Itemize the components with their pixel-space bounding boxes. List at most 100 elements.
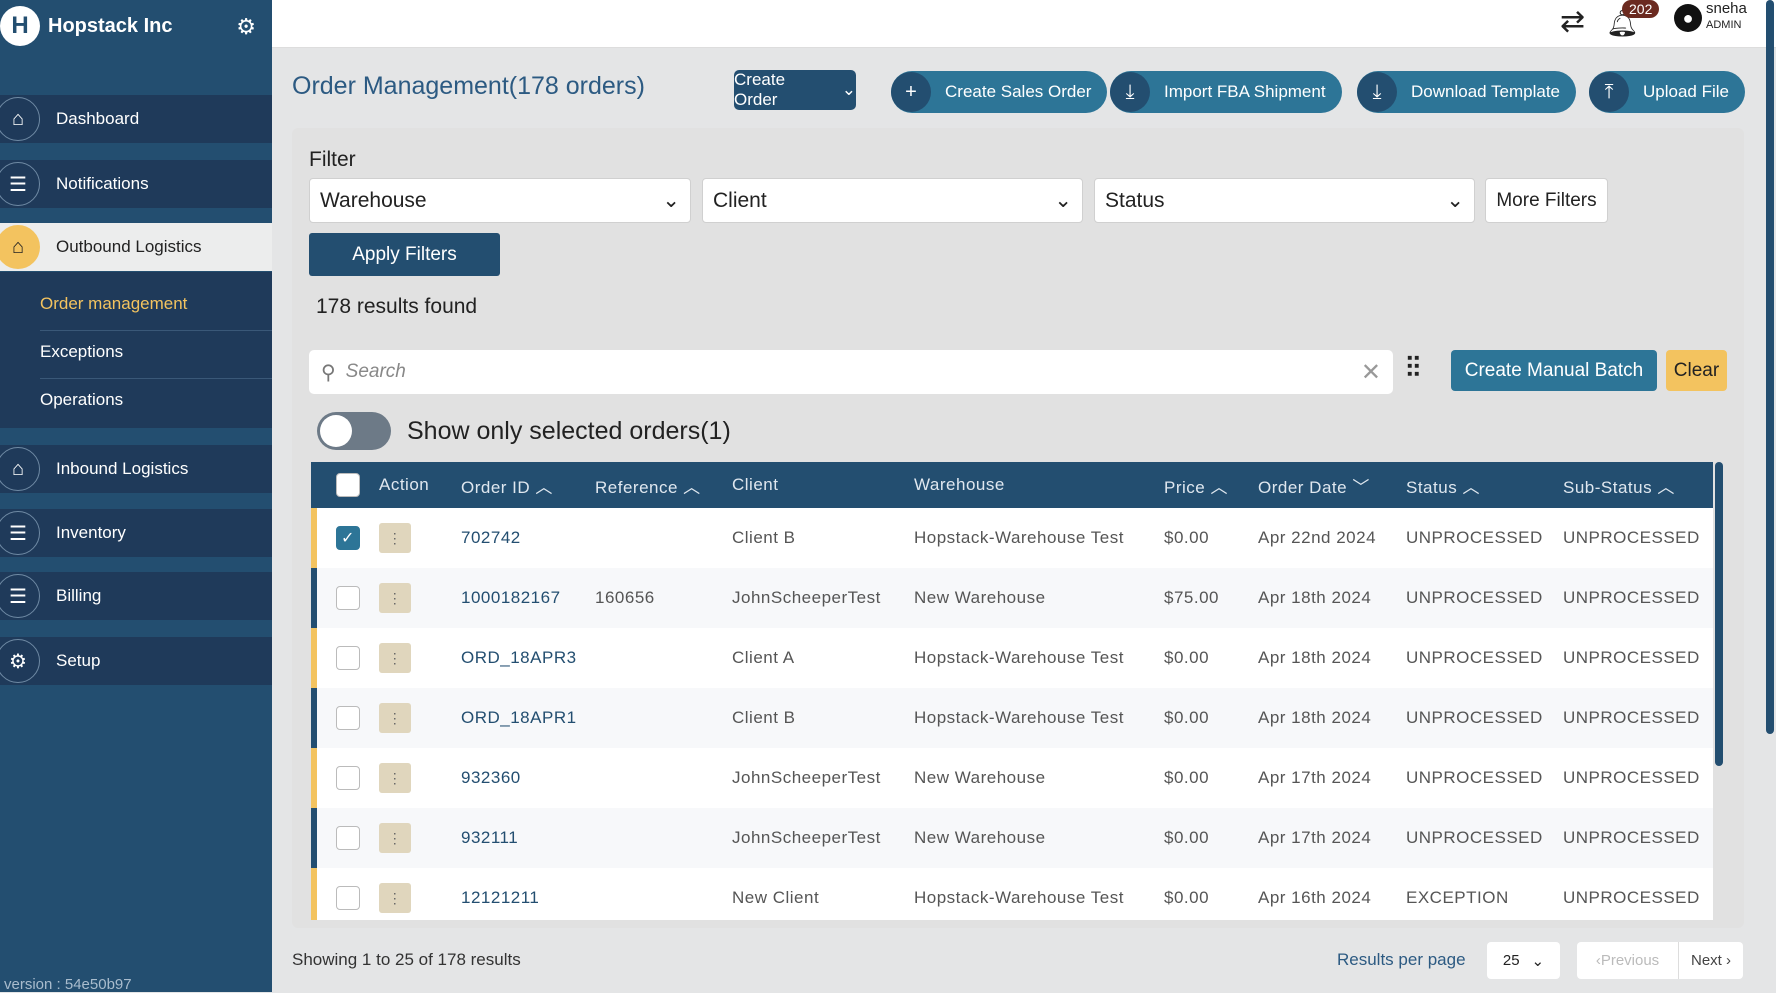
upload-file-button[interactable]: ⤒ Upload File bbox=[1589, 71, 1745, 113]
row-action-menu-icon[interactable]: ⋮ bbox=[379, 823, 411, 853]
row-checkbox[interactable]: ✓ bbox=[336, 526, 360, 550]
clear-label: Clear bbox=[1673, 359, 1720, 381]
search-input[interactable]: ⚲ Search ✕ bbox=[309, 350, 1393, 394]
submenu-order-management[interactable]: Order management bbox=[40, 294, 188, 313]
gear-icon[interactable]: ⚙ bbox=[236, 14, 256, 39]
user-avatar-icon[interactable]: ● bbox=[1674, 4, 1702, 32]
status-cell: UNPROCESSED bbox=[1406, 748, 1563, 808]
order-id-link[interactable]: 932111 bbox=[461, 808, 595, 868]
row-checkbox[interactable] bbox=[336, 646, 360, 670]
warehouse-cell: New Warehouse bbox=[914, 568, 1164, 628]
header-reference[interactable]: Reference ︿ bbox=[595, 462, 732, 508]
table-row[interactable]: ⋮ 932360 JohnScheeperTest New Warehouse … bbox=[311, 748, 1713, 808]
order-id-link[interactable]: 12121211 bbox=[461, 868, 595, 920]
price-cell: $0.00 bbox=[1164, 748, 1258, 808]
apply-filters-button[interactable]: Apply Filters bbox=[309, 233, 500, 276]
row-action-menu-icon[interactable]: ⋮ bbox=[379, 703, 411, 733]
header-status[interactable]: Status ︿ bbox=[1406, 462, 1563, 508]
row-action-menu-icon[interactable]: ⋮ bbox=[379, 583, 411, 613]
order-id-link[interactable]: ORD_18APR1 bbox=[461, 688, 595, 748]
status-select[interactable]: Status ⌄ bbox=[1094, 178, 1475, 223]
clear-search-icon[interactable]: ✕ bbox=[1360, 358, 1381, 386]
create-manual-batch-button[interactable]: Create Manual Batch bbox=[1451, 350, 1657, 391]
switch-icon[interactable]: ⇄ bbox=[1560, 5, 1586, 38]
import-fba-button[interactable]: ⤓ Import FBA Shipment bbox=[1110, 71, 1342, 113]
row-checkbox[interactable] bbox=[336, 826, 360, 850]
row-action-menu-icon[interactable]: ⋮ bbox=[379, 883, 411, 913]
row-checkbox[interactable] bbox=[336, 766, 360, 790]
show-selected-toggle[interactable] bbox=[317, 412, 391, 450]
more-filters-label: More Filters bbox=[1496, 189, 1597, 211]
order-id-link[interactable]: 702742 bbox=[461, 508, 595, 568]
row-action-menu-icon[interactable]: ⋮ bbox=[379, 643, 411, 673]
header-sub-status[interactable]: Sub-Status ︿ bbox=[1563, 462, 1713, 508]
sliders-icon[interactable]: ⫶⫶ bbox=[1406, 352, 1421, 383]
import-fba-label: Import FBA Shipment bbox=[1164, 82, 1326, 101]
order-id-link[interactable]: 1000182167 bbox=[461, 568, 595, 628]
submenu-exceptions[interactable]: Exceptions bbox=[40, 342, 124, 361]
search-placeholder: Search bbox=[345, 361, 406, 382]
clear-button[interactable]: Clear bbox=[1666, 350, 1727, 391]
plus-icon: + bbox=[891, 72, 931, 112]
table-header-row: Action Order ID ︿ Reference ︿ Client War… bbox=[311, 462, 1713, 508]
header-order-date[interactable]: Order Date ﹀ bbox=[1258, 462, 1406, 508]
create-sales-order-button[interactable]: + Create Sales Order bbox=[891, 71, 1108, 113]
setup-icon: ⚙ bbox=[0, 639, 40, 683]
price-cell: $0.00 bbox=[1164, 808, 1258, 868]
submenu-operations[interactable]: Operations bbox=[40, 390, 124, 409]
sidebar-item-dashboard[interactable]: ⌂ Dashboard bbox=[0, 95, 272, 143]
table-row[interactable]: ✓ ⋮ 702742 Client B Hopstack-Warehouse T… bbox=[311, 508, 1713, 568]
sidebar-item-setup[interactable]: ⚙ Setup bbox=[0, 637, 272, 685]
sidebar-item-notifications[interactable]: ☰ Notifications bbox=[0, 160, 272, 208]
sidebar-item-inbound-logistics[interactable]: ⌂ Inbound Logistics bbox=[0, 445, 272, 493]
client-cell: JohnScheeperTest bbox=[732, 808, 914, 868]
next-button[interactable]: Next › bbox=[1690, 952, 1731, 969]
hopstack-logo: H bbox=[0, 6, 40, 46]
sub-status-cell: UNPROCESSED bbox=[1563, 628, 1713, 688]
row-action-menu-icon[interactable]: ⋮ bbox=[379, 763, 411, 793]
user-role: ADMIN bbox=[1706, 19, 1742, 31]
row-checkbox[interactable] bbox=[336, 706, 360, 730]
upload-icon: ⤒ bbox=[1589, 72, 1629, 112]
header-order-id[interactable]: Order ID ︿ bbox=[461, 462, 595, 508]
row-checkbox[interactable] bbox=[336, 886, 360, 910]
more-filters-button[interactable]: More Filters bbox=[1485, 178, 1608, 223]
download-template-button[interactable]: ⤓ Download Template bbox=[1357, 71, 1576, 113]
checklist-icon: ☰ bbox=[0, 162, 40, 206]
order-id-link[interactable]: ORD_18APR3 bbox=[461, 628, 595, 688]
user-name[interactable]: sneha bbox=[1706, 0, 1747, 17]
client-cell: Client B bbox=[732, 508, 914, 568]
reference-cell bbox=[595, 688, 732, 748]
select-all-checkbox[interactable] bbox=[336, 473, 360, 497]
create-order-label: Create Order bbox=[734, 70, 786, 109]
table-row[interactable]: ⋮ 932111 JohnScheeperTest New Warehouse … bbox=[311, 808, 1713, 868]
results-count: 178 results found bbox=[316, 295, 478, 318]
client-cell: New Client bbox=[732, 868, 914, 920]
sidebar-item-outbound-logistics[interactable]: ⌂ Outbound Logistics bbox=[0, 223, 272, 271]
page-scrollbar[interactable] bbox=[1766, 0, 1774, 734]
status-cell: UNPROCESSED bbox=[1406, 688, 1563, 748]
header-client: Client bbox=[732, 462, 914, 508]
warehouse-select[interactable]: Warehouse ⌄ bbox=[309, 178, 691, 223]
table-scrollbar[interactable] bbox=[1715, 462, 1723, 766]
previous-button[interactable]: ‹ Previous bbox=[1577, 942, 1679, 979]
sidebar-item-billing[interactable]: ☰ Billing bbox=[0, 572, 272, 620]
reference-cell bbox=[595, 508, 732, 568]
header-price[interactable]: Price ︿ bbox=[1164, 462, 1258, 508]
table-row[interactable]: ⋮ 1000182167 160656 JohnScheeperTest New… bbox=[311, 568, 1713, 628]
per-page-select[interactable]: 25 ⌄ bbox=[1487, 942, 1560, 979]
row-checkbox[interactable] bbox=[336, 586, 360, 610]
chevron-down-icon: ⌄ bbox=[841, 80, 856, 99]
sidebar-item-inventory[interactable]: ☰ Inventory bbox=[0, 509, 272, 557]
order-id-link[interactable]: 932360 bbox=[461, 748, 595, 808]
table-row[interactable]: ⋮ ORD_18APR1 Client B Hopstack-Warehouse… bbox=[311, 688, 1713, 748]
sub-status-cell: UNPROCESSED bbox=[1563, 868, 1713, 920]
reference-cell bbox=[595, 868, 732, 920]
client-select[interactable]: Client ⌄ bbox=[702, 178, 1083, 223]
warehouse-select-value: Warehouse bbox=[320, 188, 427, 212]
table-row[interactable]: ⋮ ORD_18APR3 Client A Hopstack-Warehouse… bbox=[311, 628, 1713, 688]
table-row[interactable]: ⋮ 12121211 New Client Hopstack-Warehouse… bbox=[311, 868, 1713, 920]
row-action-menu-icon[interactable]: ⋮ bbox=[379, 523, 411, 553]
create-order-dropdown[interactable]: Create Order ⌄ bbox=[734, 70, 856, 110]
status-cell: EXCEPTION bbox=[1406, 868, 1563, 920]
